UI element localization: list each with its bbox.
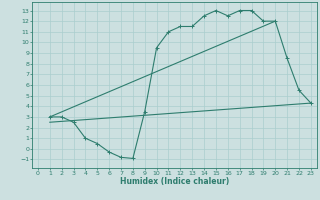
X-axis label: Humidex (Indice chaleur): Humidex (Indice chaleur) xyxy=(120,177,229,186)
